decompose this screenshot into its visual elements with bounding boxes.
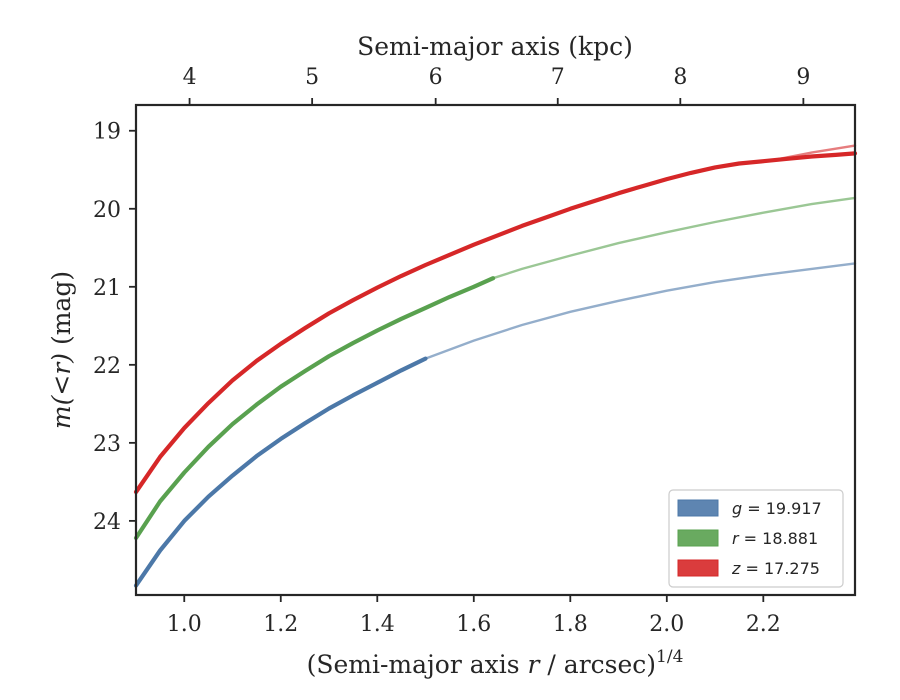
y-tick-label: 22 — [93, 354, 121, 379]
series-data-line-z — [133, 151, 858, 495]
top-tick-label: 4 — [183, 65, 197, 90]
legend: g = 19.917 r = 18.881 z = 17.275 — [668, 489, 844, 588]
y-tick-label: 23 — [93, 432, 121, 457]
y-tick-label: 20 — [93, 198, 121, 223]
x-tick-label: 2.2 — [746, 612, 781, 637]
x-tick-label: 1.4 — [360, 612, 395, 637]
top-tick-label: 9 — [796, 65, 810, 90]
y-axis-title: m(<r) (mag) — [47, 271, 76, 429]
top-tick-label: 7 — [551, 65, 565, 90]
y-tick-label: 24 — [93, 510, 121, 535]
legend-label-g: g = 19.917 — [732, 499, 822, 518]
y-tick-label: 19 — [93, 120, 121, 145]
left-y-axis: 19 20 21 22 23 24 — [93, 120, 136, 535]
legend-label-z: z = 17.275 — [731, 559, 820, 578]
top-tick-label: 5 — [305, 65, 319, 90]
x-tick-label: 1.2 — [263, 612, 298, 637]
x-tick-label: 1.8 — [553, 612, 588, 637]
legend-label-r: r = 18.881 — [732, 529, 818, 548]
legend-swatch-g — [677, 499, 719, 517]
x-tick-label: 1.0 — [167, 612, 202, 637]
series-model-line-r — [491, 196, 857, 280]
x-tick-label: 2.0 — [649, 612, 684, 637]
series-data-line-r — [133, 276, 496, 541]
x-axis-title: (Semi-major axis r / arcsec)1/4 — [307, 647, 684, 679]
top-x-axis-title: Semi-major axis (kpc) — [357, 32, 633, 61]
series-data-line-g — [133, 356, 428, 588]
y-tick-label: 21 — [93, 276, 121, 301]
series-model-line-g — [424, 262, 857, 360]
top-x-axis: 4 5 6 7 8 9 — [183, 65, 810, 105]
x-tick-label: 1.6 — [456, 612, 491, 637]
legend-swatch-z — [677, 559, 719, 577]
top-tick-label: 6 — [429, 65, 443, 90]
top-tick-label: 8 — [673, 65, 687, 90]
plot-frame — [134, 103, 857, 597]
series-layer — [133, 144, 858, 588]
legend-swatch-r — [677, 529, 719, 547]
bottom-x-axis: 1.0 1.2 1.4 1.6 1.8 2.0 2.2 — [167, 595, 781, 637]
